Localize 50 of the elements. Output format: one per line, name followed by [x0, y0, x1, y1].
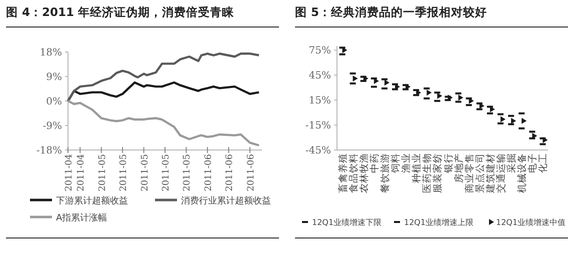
- x-tick-label: 餐饮旅游: [378, 153, 391, 193]
- x-tick-label: 2011-04: [64, 154, 74, 192]
- x-tick-label: 中药: [368, 153, 380, 173]
- y-tick-label: -9%: [42, 121, 62, 132]
- line-series: [66, 100, 260, 146]
- x-tick-label: 商业零售: [463, 153, 476, 193]
- line-series: [66, 52, 260, 102]
- x-tick-label: 畜禽养殖: [336, 153, 349, 193]
- y-tick-label: 45%: [308, 70, 331, 82]
- y-tick-label: 75%: [308, 46, 331, 57]
- legend-label: 消费行业累计超额收益: [181, 196, 271, 206]
- x-tick-label: 渔业: [400, 153, 412, 173]
- x-tick-label: 房地产: [452, 153, 465, 183]
- x-tick-label: 机械设备: [516, 153, 528, 193]
- x-tick-label: 农林牧渔: [358, 153, 370, 193]
- chart-title: 图 4：2011 年经济证伪期，消费倍受青睐: [6, 5, 236, 19]
- legend-label: 12Q1业绩增速中值: [496, 218, 566, 227]
- x-tick-label: 银行: [443, 153, 454, 174]
- x-tick-label: 种植业: [410, 153, 423, 183]
- legend-label: 下游累计超额收益: [56, 196, 128, 206]
- y-tick-label: 0%: [46, 96, 62, 108]
- x-tick-label: 医药生物: [421, 153, 434, 193]
- legend-label: 12Q1业绩增速上限: [404, 218, 474, 227]
- chart-title: 图 5：经典消费品的一季报相对较好: [295, 5, 488, 19]
- legend-label: 12Q1业绩增速下限: [312, 218, 382, 227]
- x-tick-label: 食品饮料: [347, 153, 360, 193]
- x-tick-label: 建筑建材: [484, 153, 496, 194]
- x-tick-label: 饲料: [390, 153, 402, 174]
- y-tick-label: 15%: [308, 96, 331, 107]
- x-tick-label: 2011-05: [182, 154, 193, 192]
- x-tick-label: 2011-06: [246, 154, 256, 192]
- x-tick-label: 2011-05: [98, 154, 108, 192]
- x-tick-label: 化工: [537, 153, 550, 173]
- x-tick-label: 2011-04: [76, 154, 87, 192]
- y-tick-label: -15%: [305, 120, 331, 132]
- y-tick-label: -45%: [305, 146, 331, 156]
- x-tick-label: 交通运输: [495, 153, 508, 193]
- y-tick-label: -18%: [36, 146, 62, 156]
- x-tick-label: 2011-06: [204, 154, 214, 192]
- x-tick-label: 服装家纺: [432, 153, 444, 193]
- y-tick-label: 9%: [46, 72, 62, 83]
- x-tick-label: 采掘: [506, 153, 518, 173]
- x-tick-label: 2011-05: [119, 154, 130, 192]
- x-tick-label: 景点公司: [474, 153, 486, 193]
- x-tick-label: 电子: [526, 153, 539, 173]
- y-tick-label: 18%: [40, 48, 62, 58]
- x-tick-label: 2011-05: [162, 154, 172, 192]
- x-tick-label: 2011-06: [225, 154, 236, 192]
- legend-label: A指累计涨幅: [56, 212, 108, 224]
- x-tick-label: 2011-05: [140, 154, 150, 192]
